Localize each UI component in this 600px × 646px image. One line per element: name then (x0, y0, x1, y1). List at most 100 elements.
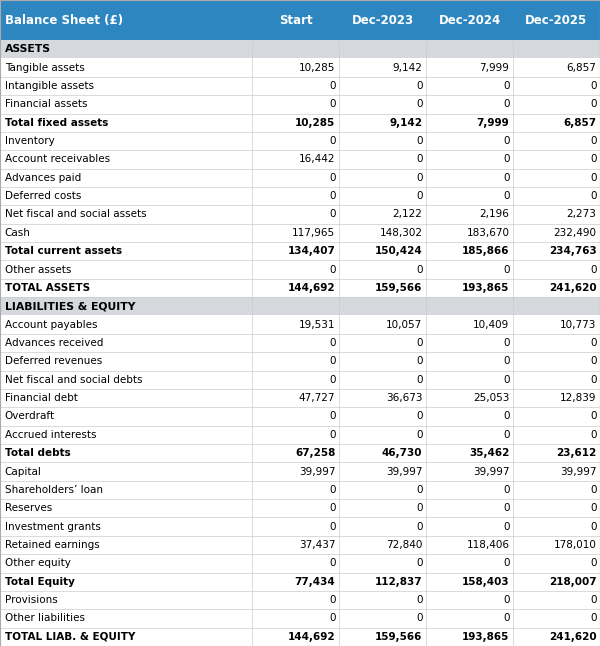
Text: 0: 0 (590, 558, 596, 568)
Text: 0: 0 (416, 154, 422, 164)
Text: 2,196: 2,196 (479, 209, 509, 220)
Text: 39,997: 39,997 (560, 466, 596, 477)
Text: 2,122: 2,122 (392, 209, 422, 220)
Text: Capital: Capital (5, 466, 41, 477)
Text: 67,258: 67,258 (295, 448, 335, 458)
Text: 185,866: 185,866 (462, 246, 509, 256)
Text: 193,865: 193,865 (462, 283, 509, 293)
Bar (0, 187, 600, 205)
Text: 117,965: 117,965 (292, 228, 335, 238)
Bar (0, 151, 600, 169)
Bar (0, 260, 600, 279)
Text: 0: 0 (416, 485, 422, 495)
Text: 0: 0 (329, 136, 335, 146)
Text: 0: 0 (503, 99, 509, 109)
Bar (0, 609, 600, 628)
Text: 7,999: 7,999 (479, 63, 509, 72)
Text: 0: 0 (590, 485, 596, 495)
Text: Advances received: Advances received (5, 338, 103, 348)
Text: 0: 0 (590, 357, 596, 366)
Bar (0, 536, 600, 554)
Text: 0: 0 (503, 191, 509, 201)
Bar (0, 591, 600, 609)
Text: Dec-2024: Dec-2024 (439, 14, 500, 26)
Text: 158,403: 158,403 (462, 577, 509, 587)
Text: 241,620: 241,620 (549, 283, 596, 293)
Text: 0: 0 (503, 522, 509, 532)
Text: 0: 0 (329, 595, 335, 605)
Bar (0, 389, 600, 407)
Text: Account receivables: Account receivables (5, 154, 110, 164)
Text: 0: 0 (503, 357, 509, 366)
Text: 0: 0 (416, 412, 422, 421)
Text: 0: 0 (329, 503, 335, 514)
Text: 23,612: 23,612 (556, 448, 596, 458)
Text: 234,763: 234,763 (548, 246, 596, 256)
Text: 9,142: 9,142 (392, 63, 422, 72)
Text: Deferred revenues: Deferred revenues (5, 357, 102, 366)
Text: 72,840: 72,840 (386, 540, 422, 550)
Bar (0, 499, 600, 517)
Text: 0: 0 (416, 191, 422, 201)
Text: 39,997: 39,997 (386, 466, 422, 477)
Text: TOTAL LIAB. & EQUITY: TOTAL LIAB. & EQUITY (5, 632, 135, 642)
Text: Cash: Cash (5, 228, 31, 238)
Text: 0: 0 (503, 485, 509, 495)
Text: 232,490: 232,490 (553, 228, 596, 238)
Text: 150,424: 150,424 (374, 246, 422, 256)
Text: 159,566: 159,566 (375, 283, 422, 293)
Text: 0: 0 (329, 375, 335, 385)
Bar (339, 0, 426, 40)
Text: 0: 0 (329, 357, 335, 366)
Bar (0, 169, 600, 187)
Text: Financial assets: Financial assets (5, 99, 88, 109)
Bar (0, 517, 600, 536)
Text: Investment grants: Investment grants (5, 522, 101, 532)
Text: 0: 0 (503, 412, 509, 421)
Text: 183,670: 183,670 (466, 228, 509, 238)
Bar (0, 426, 600, 444)
Text: 0: 0 (590, 99, 596, 109)
Text: Other liabilities: Other liabilities (5, 614, 85, 623)
Bar (0, 205, 600, 224)
Text: 0: 0 (503, 614, 509, 623)
Text: 39,997: 39,997 (299, 466, 335, 477)
Bar (513, 0, 600, 40)
Text: Balance Sheet (£): Balance Sheet (£) (5, 14, 123, 26)
Text: 19,531: 19,531 (299, 320, 335, 329)
Text: 25,053: 25,053 (473, 393, 509, 403)
Bar (0, 444, 600, 463)
Text: 0: 0 (590, 503, 596, 514)
Text: 0: 0 (329, 172, 335, 183)
Text: Total Equity: Total Equity (5, 577, 74, 587)
Text: 7,999: 7,999 (476, 118, 509, 128)
Text: 241,620: 241,620 (549, 632, 596, 642)
Text: 144,692: 144,692 (288, 632, 335, 642)
Text: 16,442: 16,442 (299, 154, 335, 164)
Text: 37,437: 37,437 (299, 540, 335, 550)
Text: Retained earnings: Retained earnings (5, 540, 100, 550)
Bar (0, 407, 600, 426)
Text: 178,010: 178,010 (554, 540, 596, 550)
Text: Tangible assets: Tangible assets (5, 63, 85, 72)
Text: 0: 0 (590, 614, 596, 623)
Text: Provisions: Provisions (5, 595, 58, 605)
Text: 0: 0 (416, 558, 422, 568)
Text: TOTAL ASSETS: TOTAL ASSETS (5, 283, 90, 293)
Text: 0: 0 (503, 338, 509, 348)
Bar (0, 315, 600, 334)
Text: 0: 0 (416, 265, 422, 275)
Bar (0, 352, 600, 371)
Text: Overdraft: Overdraft (5, 412, 55, 421)
Text: 112,837: 112,837 (375, 577, 422, 587)
Text: 0: 0 (329, 430, 335, 440)
Bar (0, 297, 600, 315)
Text: 2,273: 2,273 (566, 209, 596, 220)
Text: 0: 0 (590, 595, 596, 605)
Bar (0, 40, 600, 58)
Text: Other assets: Other assets (5, 265, 71, 275)
Text: 10,285: 10,285 (295, 118, 335, 128)
Text: 0: 0 (329, 558, 335, 568)
Text: Dec-2023: Dec-2023 (352, 14, 413, 26)
Bar (0, 242, 600, 260)
